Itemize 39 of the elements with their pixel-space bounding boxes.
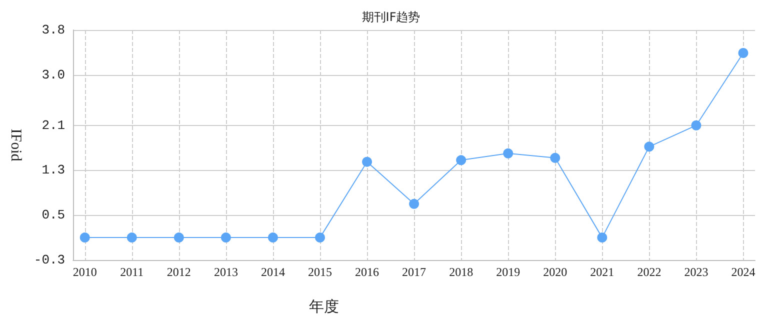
y-tick-label: 3.8 (42, 22, 66, 38)
point (597, 232, 608, 243)
chart-title: 期刊IF趋势 (362, 10, 420, 24)
point (738, 48, 748, 58)
y-tick-label: 2.1 (42, 118, 66, 133)
point (644, 142, 654, 152)
point (268, 232, 278, 243)
x-tick-label: 2024 (731, 265, 756, 279)
point (315, 232, 325, 243)
x-axis-title: 年度 (309, 298, 340, 316)
y-tick-label: 0.5 (42, 208, 66, 223)
point (550, 152, 560, 163)
x-tick-label: 2020 (543, 265, 568, 279)
x-tick-label: 2015 (308, 265, 332, 279)
y-tick-label: 3.0 (42, 67, 66, 82)
x-tick-label: 2017 (402, 265, 426, 279)
x-tick-label: 2016 (355, 265, 380, 279)
x-tick-label: 2018 (449, 265, 474, 279)
y-tick-label: 1.3 (42, 162, 66, 178)
x-tick-label: 2014 (260, 265, 285, 279)
point (126, 232, 137, 243)
x-tick-label: 2013 (214, 265, 238, 279)
x-tick-label: 2023 (684, 265, 708, 279)
point (362, 156, 372, 167)
point (409, 198, 420, 209)
y-tick-label: -0.3 (34, 252, 66, 268)
point (80, 232, 90, 243)
point (691, 120, 702, 130)
point (174, 232, 184, 243)
x-tick-label: 2010 (72, 265, 97, 279)
x-tick-label: 2012 (166, 265, 191, 279)
x-tick-label: 2022 (637, 265, 662, 279)
point (456, 155, 466, 166)
x-tick-label: 2021 (590, 265, 614, 279)
point (503, 148, 514, 158)
point (220, 232, 231, 243)
y-axis-title: IFoid (8, 128, 24, 162)
x-tick-label: 2019 (496, 265, 520, 279)
x-tick-label: 2011 (120, 265, 144, 279)
